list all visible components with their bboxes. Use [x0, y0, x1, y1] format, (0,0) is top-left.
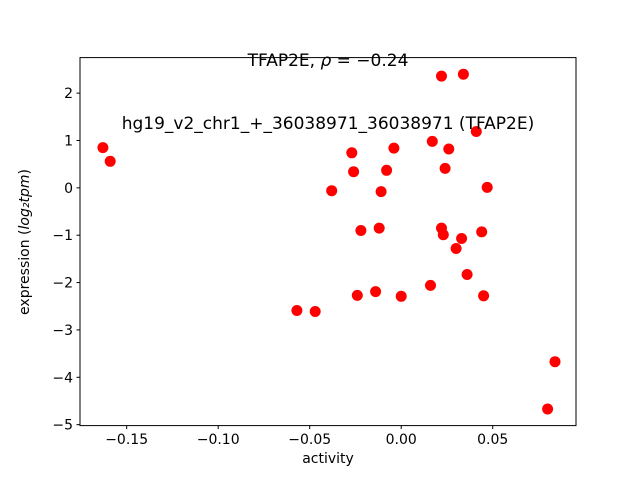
- y-axis-label-math: log₂tpm: [17, 174, 33, 230]
- data-point: [375, 186, 387, 198]
- data-point: [450, 243, 462, 254]
- y-tick-label: −3: [52, 323, 73, 339]
- data-point: [461, 269, 473, 280]
- data-point: [355, 225, 367, 236]
- data-point: [476, 226, 488, 238]
- rho-symbol: ρ: [320, 51, 332, 71]
- data-point: [97, 142, 109, 154]
- data-point: [291, 305, 303, 316]
- y-axis-label-suffix: ): [17, 169, 33, 175]
- y-tick-label: 0: [64, 181, 73, 197]
- y-tick-label: −1: [52, 228, 73, 244]
- y-axis-label: expression (log₂tpm): [17, 169, 33, 315]
- data-point: [549, 356, 561, 368]
- data-point: [373, 222, 385, 234]
- data-point: [426, 135, 438, 147]
- data-point: [388, 142, 400, 154]
- plot-frame: [79, 57, 577, 427]
- y-tick-label: 1: [64, 133, 73, 149]
- data-point: [481, 181, 493, 193]
- data-point: [443, 143, 455, 155]
- data-point: [395, 290, 407, 302]
- y-tick-label: −4: [52, 370, 73, 386]
- y-axis-label-prefix: expression (: [17, 229, 33, 315]
- data-point: [478, 290, 490, 302]
- chart-title-block: TFAP2E, ρ = −0.24 hg19_v2_chr1_+_3603897…: [80, 9, 576, 177]
- data-point: [457, 68, 469, 80]
- data-point: [425, 279, 436, 291]
- chart-title-rho-value: = −0.24: [331, 51, 409, 71]
- data-point: [351, 289, 363, 301]
- data-point: [104, 155, 116, 167]
- data-point: [326, 185, 338, 197]
- chart-subtitle: hg19_v2_chr1_+_36038971_36038971 (TFAP2E…: [121, 114, 535, 134]
- x-axis-label: activity: [302, 451, 354, 467]
- data-point: [309, 306, 321, 317]
- data-point: [437, 229, 449, 241]
- x-tick-label: −0.05: [288, 432, 331, 448]
- data-point: [381, 164, 393, 176]
- chart-title-gene: TFAP2E,: [247, 51, 321, 71]
- y-tick-label: 2: [64, 86, 73, 102]
- x-tick-label: 0.00: [386, 432, 417, 448]
- data-point: [348, 166, 360, 178]
- y-tick-label: −5: [52, 418, 73, 434]
- chart-title: TFAP2E, ρ = −0.24: [80, 51, 576, 72]
- data-point: [456, 233, 468, 244]
- data-point: [436, 70, 447, 82]
- data-point: [370, 286, 382, 298]
- y-tick-label: −2: [52, 276, 73, 292]
- data-point: [346, 147, 358, 159]
- data-point: [439, 162, 451, 174]
- x-tick-label: −0.10: [197, 432, 240, 448]
- data-point: [470, 126, 482, 137]
- x-tick-label: 0.05: [477, 432, 508, 448]
- x-tick-label: −0.15: [105, 432, 148, 448]
- data-point: [542, 403, 554, 415]
